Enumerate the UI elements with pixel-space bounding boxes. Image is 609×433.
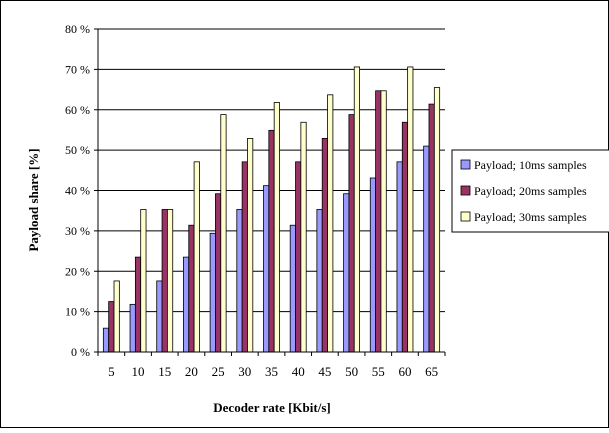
bar-1-30 <box>236 209 243 353</box>
legend-swatch <box>460 159 471 170</box>
x-tick-label: 30 <box>238 364 251 379</box>
x-axis-label: Decoder rate [Kbit/s] <box>213 400 330 415</box>
bar-1-25 <box>209 232 216 353</box>
bar-3-60 <box>407 66 414 353</box>
bar-2-60 <box>401 121 409 353</box>
x-tick-label: 55 <box>372 364 385 379</box>
bar-3-10 <box>140 209 147 353</box>
y-axis-label: Payload share [%] <box>26 148 41 251</box>
y-tick-label: 60 % <box>65 103 90 117</box>
bar-3-65 <box>433 87 441 353</box>
x-tick-labels: 5 10 15 20 25 30 35 40 45 50 55 60 65 <box>108 364 438 379</box>
bar-2-30 <box>241 161 248 353</box>
bar-2-40 <box>295 161 302 353</box>
bar-1-10 <box>129 303 136 353</box>
bar-2-45 <box>321 138 328 353</box>
x-tick-label: 10 <box>132 364 145 379</box>
bar-1-50 <box>343 193 350 353</box>
bar-2-15 <box>161 209 168 353</box>
y-tick-label: 40 % <box>65 184 90 198</box>
bar-3-40 <box>300 121 307 353</box>
bar-3-20 <box>193 161 200 353</box>
y-tick-label: 10 % <box>65 305 90 319</box>
x-tick-label: 15 <box>158 364 171 379</box>
bar-1-55 <box>369 177 376 353</box>
bar-3-30 <box>247 138 254 353</box>
bar-3-55 <box>380 90 387 353</box>
legend-label: Payload; 30ms samples <box>474 210 587 224</box>
bar-3-15 <box>166 209 174 353</box>
bar-2-5 <box>108 301 115 353</box>
bar-1-20 <box>183 256 190 353</box>
bar-3-5 <box>113 280 120 353</box>
y-tick-label: 70 % <box>65 62 90 76</box>
legend-label: Payload; 20ms samples <box>474 184 587 198</box>
x-tick-label: 45 <box>318 364 331 379</box>
y-tick-label: 80 % <box>65 22 90 36</box>
legend-swatch <box>460 211 471 222</box>
bar-1-15 <box>156 280 163 353</box>
bar-2-35 <box>268 129 275 353</box>
x-tick-label: 60 <box>398 364 411 379</box>
bar-2-65 <box>428 103 435 353</box>
bar-1-5 <box>102 327 110 353</box>
bar-3-50 <box>353 66 360 353</box>
bar-1-40 <box>289 224 296 353</box>
x-tick-label: 25 <box>212 364 225 379</box>
legend-box <box>451 149 609 233</box>
x-tick-label: 40 <box>292 364 305 379</box>
axes <box>97 29 446 356</box>
legend-label: Payload; 10ms samples <box>474 158 587 172</box>
y-tick-label: 0 % <box>71 345 90 359</box>
bar-2-55 <box>375 90 382 353</box>
bar-1-35 <box>263 185 270 353</box>
bar-3-25 <box>220 114 227 353</box>
x-tick-label: 35 <box>265 364 278 379</box>
bar-1-60 <box>396 161 403 353</box>
legend-swatch <box>460 185 471 196</box>
x-tick-label: 50 <box>345 364 358 379</box>
y-tick-label: 20 % <box>65 264 90 278</box>
bar-2-10 <box>134 256 142 353</box>
bar-3-35 <box>273 102 280 353</box>
bar-2-20 <box>188 224 195 353</box>
legend: Payload; 10ms samples Payload; 20ms sampl… <box>451 149 609 233</box>
y-tick-label: 30 % <box>65 224 90 238</box>
x-tick-label: 20 <box>185 364 198 379</box>
bar-2-50 <box>348 114 355 353</box>
y-tick-labels: 0 % 10 % 20 % 30 % 40 % 50 % 60 % 70 % 80 % <box>65 22 90 359</box>
bar-3-45 <box>327 94 334 353</box>
bar-1-65 <box>423 145 430 353</box>
x-tick-label: 65 <box>425 364 438 379</box>
y-tick-label: 50 % <box>65 143 90 157</box>
bar-1-45 <box>316 209 323 353</box>
x-tick-label: 5 <box>108 364 115 379</box>
bar-2-25 <box>215 193 222 353</box>
